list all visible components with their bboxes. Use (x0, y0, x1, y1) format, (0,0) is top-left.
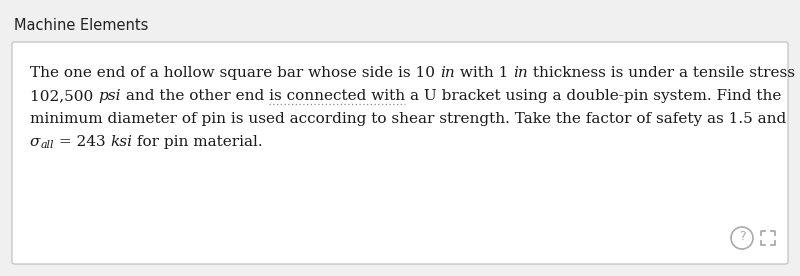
Text: and the other end is connected with a U bracket using a double-pin system. Find : and the other end is connected with a U … (121, 89, 781, 103)
Text: in: in (440, 66, 454, 80)
Text: ksi: ksi (110, 135, 132, 149)
Text: with 1: with 1 (454, 66, 513, 80)
Text: psi: psi (98, 89, 121, 103)
Text: 102,500: 102,500 (30, 89, 98, 103)
Text: = 243: = 243 (54, 135, 110, 149)
Text: minimum diameter of pin is used according to shear strength. Take the factor of : minimum diameter of pin is used accordin… (30, 112, 786, 126)
Text: The one end of a hollow square bar whose side is 10: The one end of a hollow square bar whose… (30, 66, 440, 80)
Text: in: in (513, 66, 528, 80)
Text: all: all (40, 140, 54, 150)
FancyBboxPatch shape (12, 42, 788, 264)
Text: σ: σ (30, 135, 40, 149)
Text: ?: ? (738, 230, 746, 243)
Text: Machine Elements: Machine Elements (14, 18, 148, 33)
Text: thickness is under a tensile stress: thickness is under a tensile stress (528, 66, 794, 80)
Text: for pin material.: for pin material. (132, 135, 263, 149)
